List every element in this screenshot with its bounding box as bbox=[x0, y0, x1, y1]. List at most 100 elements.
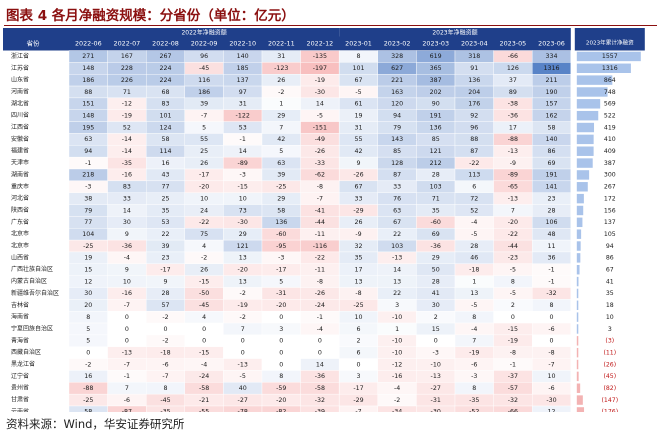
cell-value-13-3: 24 bbox=[200, 207, 208, 214]
total-bar-15 bbox=[576, 229, 582, 239]
title-divider bbox=[4, 25, 657, 26]
cell-value-3-0: 88 bbox=[84, 89, 92, 96]
cell-value-22-5: 0 bbox=[279, 314, 283, 321]
cell-value-22-1: 0 bbox=[125, 314, 129, 321]
province-label-9: 天津市 bbox=[11, 159, 29, 167]
cell-value-1-8: 627 bbox=[391, 65, 403, 72]
cell-value-6-4: 53 bbox=[239, 124, 247, 131]
total-value-19: 41 bbox=[606, 278, 614, 285]
total-value-7: 410 bbox=[604, 136, 616, 143]
cell-value-8-5: 5 bbox=[279, 148, 283, 155]
cell-value-25-7: 6 bbox=[356, 349, 360, 356]
province-label-27: 辽宁省 bbox=[11, 372, 29, 380]
cell-value-23-11: -15 bbox=[508, 326, 518, 333]
cell-value-19-5: 5 bbox=[279, 278, 283, 285]
province-label-28: 贵州省 bbox=[11, 384, 29, 392]
cell-value-14-10: -4 bbox=[471, 219, 477, 226]
figure-title: 图表 4 各月净融资规模：分省份（单位：亿元） bbox=[6, 8, 295, 24]
total-header-bar bbox=[574, 36, 645, 51]
cell-value-16-4: 121 bbox=[237, 243, 249, 250]
cell-value-19-2: 9 bbox=[163, 278, 167, 285]
cell-value-18-1: 9 bbox=[125, 267, 129, 274]
total-value-4: 569 bbox=[604, 101, 616, 108]
cell-value-9-8: 128 bbox=[391, 160, 403, 167]
cell-value-0-1: 167 bbox=[121, 53, 133, 60]
cell-value-17-12: 36 bbox=[547, 255, 555, 262]
total-value-21: 18 bbox=[606, 302, 614, 309]
total-value-9: 387 bbox=[604, 160, 616, 167]
cell-value-9-0: -1 bbox=[85, 160, 91, 167]
total-value-25: (11) bbox=[603, 349, 616, 356]
cell-value-3-7: -5 bbox=[355, 89, 361, 96]
cell-value-25-8: -10 bbox=[392, 349, 402, 356]
cell-value-21-0: 20 bbox=[84, 302, 92, 309]
cell-value-7-4: -1 bbox=[240, 136, 246, 143]
cell-value-11-9: 103 bbox=[430, 184, 442, 191]
heat-cell-30-12 bbox=[532, 405, 572, 412]
cell-value-19-0: 12 bbox=[84, 278, 92, 285]
cell-value-6-9: 136 bbox=[430, 124, 442, 131]
total-value-22: 10 bbox=[606, 314, 614, 321]
cell-value-29-12: -30 bbox=[546, 397, 556, 404]
cell-value-10-0: 218 bbox=[82, 172, 94, 179]
cell-value-9-12: 69 bbox=[547, 160, 555, 167]
cell-value-24-10: 7 bbox=[472, 338, 476, 345]
cell-value-28-7: -17 bbox=[353, 385, 363, 392]
province-label-17: 山西省 bbox=[11, 253, 29, 261]
cell-value-16-9: -36 bbox=[431, 243, 441, 250]
cell-value-20-12: -32 bbox=[546, 290, 556, 297]
cell-value-8-11: -13 bbox=[508, 148, 518, 155]
cell-value-3-9: 202 bbox=[430, 89, 442, 96]
cell-value-20-1: -16 bbox=[122, 290, 132, 297]
cell-value-30-0: 58 bbox=[84, 409, 92, 412]
cell-value-1-5: -123 bbox=[274, 65, 288, 72]
cell-value-13-0: 79 bbox=[84, 207, 92, 214]
cell-value-20-11: -5 bbox=[510, 290, 516, 297]
cell-value-5-11: -36 bbox=[508, 112, 518, 119]
cell-value-12-5: 29 bbox=[277, 195, 285, 202]
cell-value-17-2: 23 bbox=[161, 255, 169, 262]
cell-value-8-8: 85 bbox=[393, 148, 401, 155]
cell-value-13-6: -41 bbox=[315, 207, 325, 214]
cell-value-0-8: 328 bbox=[391, 53, 403, 60]
cell-value-19-8: 13 bbox=[393, 278, 401, 285]
province-label-7: 安徽省 bbox=[11, 135, 29, 143]
cell-value-23-7: 6 bbox=[356, 326, 360, 333]
total-bar-12 bbox=[576, 193, 584, 204]
total-value-5: 522 bbox=[604, 112, 616, 119]
cell-value-0-0: 271 bbox=[82, 53, 94, 60]
cell-value-7-7: 55 bbox=[354, 136, 362, 143]
province-label-25: 西藏自治区 bbox=[11, 348, 41, 356]
cell-value-29-0: -25 bbox=[83, 397, 93, 404]
cell-value-9-7: 9 bbox=[356, 160, 360, 167]
total-value-13: 156 bbox=[604, 207, 616, 214]
cell-value-23-10: -4 bbox=[471, 326, 477, 333]
cell-value-11-5: -25 bbox=[276, 184, 286, 191]
cell-value-0-7: 8 bbox=[356, 53, 360, 60]
cell-value-12-7: 33 bbox=[354, 195, 362, 202]
cell-value-18-8: 14 bbox=[393, 267, 401, 274]
cell-value-11-3: -20 bbox=[199, 184, 209, 191]
cell-value-10-8: 87 bbox=[393, 172, 401, 179]
cell-value-30-8: -34 bbox=[392, 409, 402, 412]
cell-value-0-5: 31 bbox=[277, 53, 285, 60]
cell-value-19-10: 1 bbox=[472, 278, 476, 285]
cell-value-10-2: 43 bbox=[161, 172, 169, 179]
cell-value-26-6: 14 bbox=[316, 361, 324, 368]
cell-value-9-3: 26 bbox=[200, 160, 208, 167]
cell-value-17-0: 19 bbox=[84, 255, 92, 262]
province-label-3: 河南省 bbox=[11, 87, 29, 95]
cell-value-2-1: 226 bbox=[121, 77, 133, 84]
cell-value-5-4: -122 bbox=[236, 112, 250, 119]
total-value-12: 172 bbox=[604, 195, 616, 202]
cell-value-6-10: 96 bbox=[470, 124, 478, 131]
cell-value-29-8: -2 bbox=[394, 397, 400, 404]
province-label-24: 青海省 bbox=[11, 336, 29, 344]
cell-value-30-3: -55 bbox=[199, 409, 209, 412]
cell-value-19-1: 10 bbox=[123, 278, 131, 285]
column-header-bar bbox=[3, 36, 571, 51]
cell-value-18-9: 50 bbox=[432, 267, 440, 274]
cell-value-8-2: 114 bbox=[159, 148, 171, 155]
cell-value-1-4: 185 bbox=[237, 65, 249, 72]
cell-value-4-2: 83 bbox=[161, 101, 169, 108]
